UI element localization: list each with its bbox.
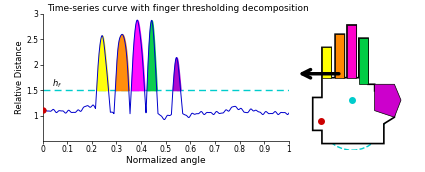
Text: $h_f$: $h_f$	[52, 78, 62, 90]
Polygon shape	[313, 25, 394, 144]
Polygon shape	[322, 47, 331, 78]
Polygon shape	[335, 34, 344, 78]
X-axis label: Normalized angle: Normalized angle	[126, 156, 206, 165]
Polygon shape	[375, 84, 401, 117]
Text: Time-series curve with finger thresholding decomposition: Time-series curve with finger thresholdi…	[48, 4, 309, 13]
Y-axis label: Relative Distance: Relative Distance	[14, 41, 23, 114]
Polygon shape	[359, 38, 368, 84]
Polygon shape	[347, 25, 356, 78]
